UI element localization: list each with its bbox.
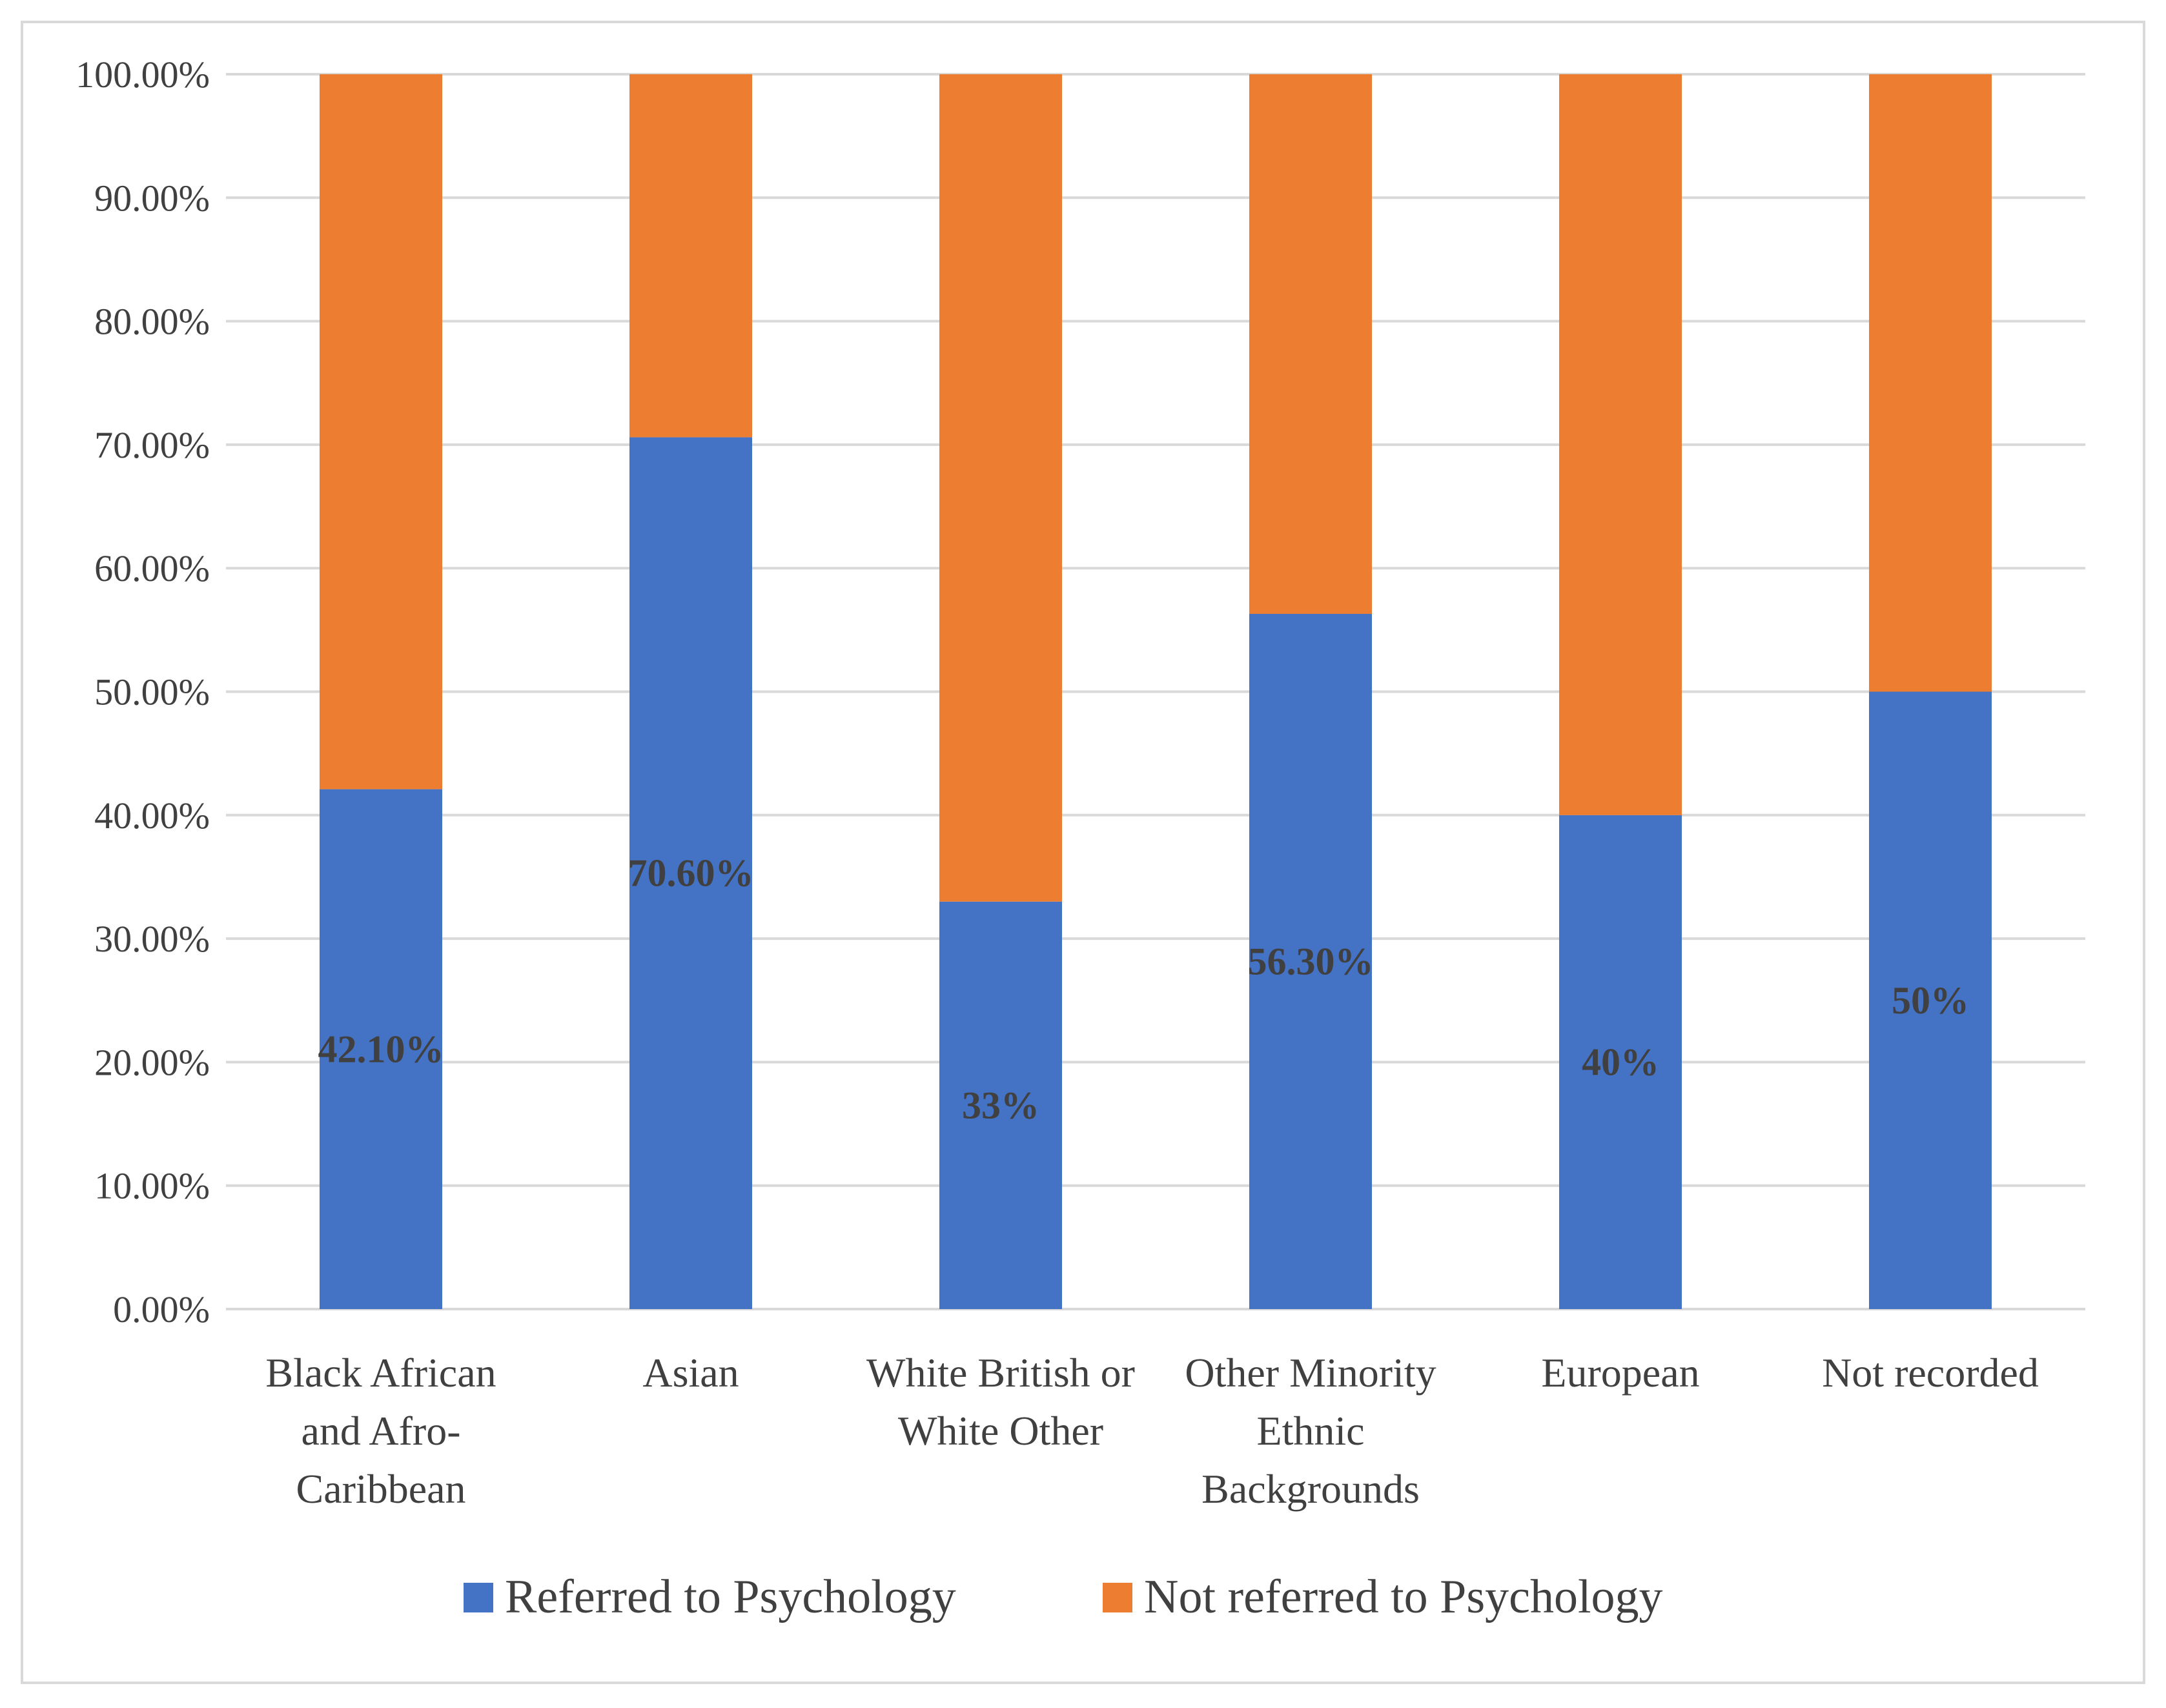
x-category-label: Ethnic	[1256, 1408, 1364, 1454]
bar-not-referred	[1869, 74, 1992, 692]
y-tick-label: 80.00%	[94, 301, 210, 343]
bar-referred	[320, 789, 442, 1309]
legend: Referred to Psychology Not referred to Ps…	[464, 1571, 1663, 1623]
y-tick-label: 90.00%	[94, 177, 210, 219]
legend-swatch-referred	[464, 1583, 493, 1612]
bar-referred	[1869, 691, 1992, 1309]
x-axis-category-labels: Black African and Afro- Caribbean Asian Whit…	[265, 1350, 2039, 1512]
bar-referred	[629, 437, 752, 1309]
x-category-label: Other Minority	[1185, 1350, 1436, 1396]
data-label: 56.30%	[1248, 940, 1374, 982]
x-category-label: Asian	[642, 1350, 739, 1396]
bar-referred	[1249, 613, 1372, 1310]
data-label: 40%	[1582, 1041, 1659, 1083]
x-category-label: European	[1541, 1350, 1699, 1396]
legend-label: Referred to Psychology	[505, 1571, 956, 1623]
x-category-label: White Other	[898, 1408, 1103, 1454]
data-label: 70.60%	[628, 852, 754, 895]
y-tick-label: 100.00%	[76, 54, 210, 96]
data-label: 33%	[962, 1084, 1039, 1126]
data-labels: 42.10% 70.60% 33% 56.30% 40% 50%	[318, 852, 1970, 1127]
bar-not-referred	[1249, 74, 1372, 614]
bar-referred	[1559, 815, 1682, 1309]
data-label: 50%	[1892, 979, 1969, 1022]
gridlines	[226, 73, 2085, 1310]
y-tick-label: 0.00%	[113, 1288, 210, 1330]
bars	[320, 74, 1992, 1310]
y-axis-tick-labels: 0.00% 10.00% 20.00% 30.00% 40.00% 50.00% 60.00…	[76, 54, 210, 1330]
x-category-label: Black African	[265, 1350, 496, 1396]
y-tick-label: 60.00%	[94, 547, 210, 589]
y-tick-label: 50.00%	[94, 671, 210, 713]
y-tick-label: 20.00%	[94, 1041, 210, 1083]
legend-label: Not referred to Psychology	[1144, 1571, 1663, 1623]
y-tick-label: 10.00%	[94, 1165, 210, 1207]
bar-not-referred	[939, 74, 1062, 902]
bar-not-referred	[320, 74, 442, 789]
data-label: 42.10%	[318, 1028, 444, 1070]
x-category-label: Backgrounds	[1201, 1466, 1420, 1512]
bar-not-referred	[629, 74, 752, 438]
y-tick-label: 70.00%	[94, 424, 210, 466]
x-category-label: White British or	[866, 1350, 1135, 1396]
y-tick-label: 40.00%	[94, 795, 210, 837]
y-tick-label: 30.00%	[94, 918, 210, 960]
bar-referred	[939, 901, 1062, 1309]
bar-not-referred	[1559, 74, 1682, 815]
legend-swatch-not-referred	[1103, 1583, 1132, 1612]
x-category-label: Not recorded	[1822, 1350, 2039, 1396]
x-category-label: and Afro-	[301, 1408, 460, 1454]
x-category-label: Caribbean	[296, 1466, 466, 1512]
